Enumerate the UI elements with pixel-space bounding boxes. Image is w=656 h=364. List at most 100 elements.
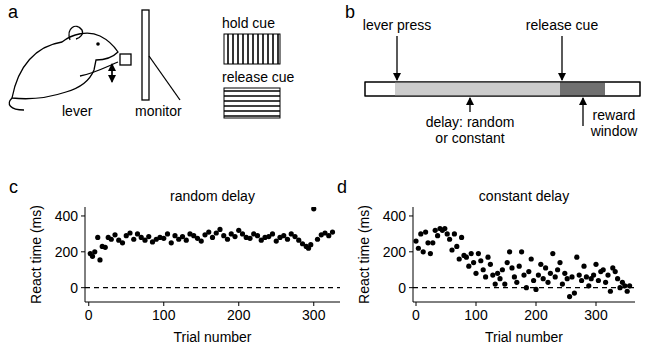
release-cue-box — [224, 88, 280, 118]
point — [225, 237, 230, 242]
point — [473, 271, 478, 276]
chart: 01002003000200400Trial numberReact time … — [9, 177, 340, 345]
point — [255, 233, 260, 238]
point — [210, 235, 215, 240]
stripe — [224, 100, 280, 102]
point — [103, 245, 108, 250]
point — [562, 271, 567, 276]
x-tick-label: 0 — [85, 307, 93, 323]
y-axis-title: React time (ms) — [356, 205, 372, 304]
point — [413, 238, 418, 243]
point — [560, 281, 565, 286]
point — [601, 267, 606, 272]
x-axis — [413, 302, 635, 303]
point — [584, 274, 589, 279]
label: release cue — [222, 69, 295, 85]
x-tick-label: 200 — [524, 307, 548, 323]
x-tick-label: 100 — [152, 307, 176, 323]
point — [524, 285, 529, 290]
point — [97, 257, 102, 262]
stripe — [277, 34, 279, 64]
point — [423, 229, 428, 234]
point — [533, 287, 538, 292]
point — [206, 229, 211, 234]
point — [548, 271, 553, 276]
point — [120, 240, 125, 245]
mouse — [12, 33, 118, 99]
stripe — [257, 34, 259, 64]
panel-label: c — [9, 177, 18, 197]
point — [172, 233, 177, 238]
x-tick — [163, 302, 164, 306]
x-tick — [88, 302, 89, 306]
panel-label: a — [8, 2, 19, 22]
point — [596, 278, 601, 283]
point — [457, 256, 462, 261]
point — [509, 265, 514, 270]
panel-label: b — [345, 2, 355, 22]
point — [521, 273, 526, 278]
point — [418, 231, 423, 236]
label: hold cue — [222, 15, 275, 31]
point — [454, 244, 459, 249]
point — [296, 238, 301, 243]
y-tick — [81, 287, 85, 288]
point — [493, 281, 498, 286]
plot-area — [85, 207, 340, 288]
stripe — [224, 105, 280, 107]
point — [315, 237, 320, 242]
x-tick-label: 0 — [412, 307, 420, 323]
point — [593, 262, 598, 267]
point — [92, 249, 97, 254]
point — [146, 234, 151, 239]
point — [109, 237, 114, 242]
point — [526, 269, 531, 274]
point — [519, 249, 524, 254]
point — [538, 262, 543, 267]
point — [622, 283, 627, 288]
arrow — [469, 98, 470, 112]
point — [135, 231, 140, 236]
point — [495, 271, 500, 276]
stripe — [227, 34, 229, 64]
point — [464, 255, 469, 260]
point — [433, 228, 438, 233]
arrow — [582, 98, 583, 126]
point — [603, 280, 608, 285]
mouse-tail — [9, 98, 24, 110]
point — [469, 251, 474, 256]
point — [567, 294, 572, 299]
hold-cue-image — [224, 34, 280, 64]
point — [517, 264, 522, 269]
point — [529, 256, 534, 261]
point — [557, 260, 562, 265]
panel-b: blever pressrelease cuedelay: randomor c… — [345, 2, 640, 146]
point — [608, 289, 613, 294]
x-tick — [536, 302, 537, 306]
chart-title: constant delay — [479, 188, 569, 204]
point — [430, 240, 435, 245]
point — [531, 278, 536, 283]
x-tick-label: 200 — [227, 307, 251, 323]
point — [500, 267, 505, 272]
point — [617, 285, 622, 290]
lever-arrow — [111, 64, 112, 76]
point — [545, 280, 550, 285]
y-tick-label: 200 — [55, 244, 79, 260]
point — [615, 276, 620, 281]
point — [581, 264, 586, 269]
stripe — [242, 34, 244, 64]
stripe — [262, 34, 264, 64]
x-tick — [596, 302, 597, 306]
x-tick-label: 100 — [464, 307, 488, 323]
release-cue-image — [224, 88, 280, 118]
point — [579, 278, 584, 283]
point — [613, 269, 618, 274]
point — [483, 274, 488, 279]
stripe — [237, 34, 239, 64]
point — [199, 238, 204, 243]
point — [565, 276, 570, 281]
point — [553, 274, 558, 279]
point — [445, 231, 450, 236]
point — [541, 276, 546, 281]
